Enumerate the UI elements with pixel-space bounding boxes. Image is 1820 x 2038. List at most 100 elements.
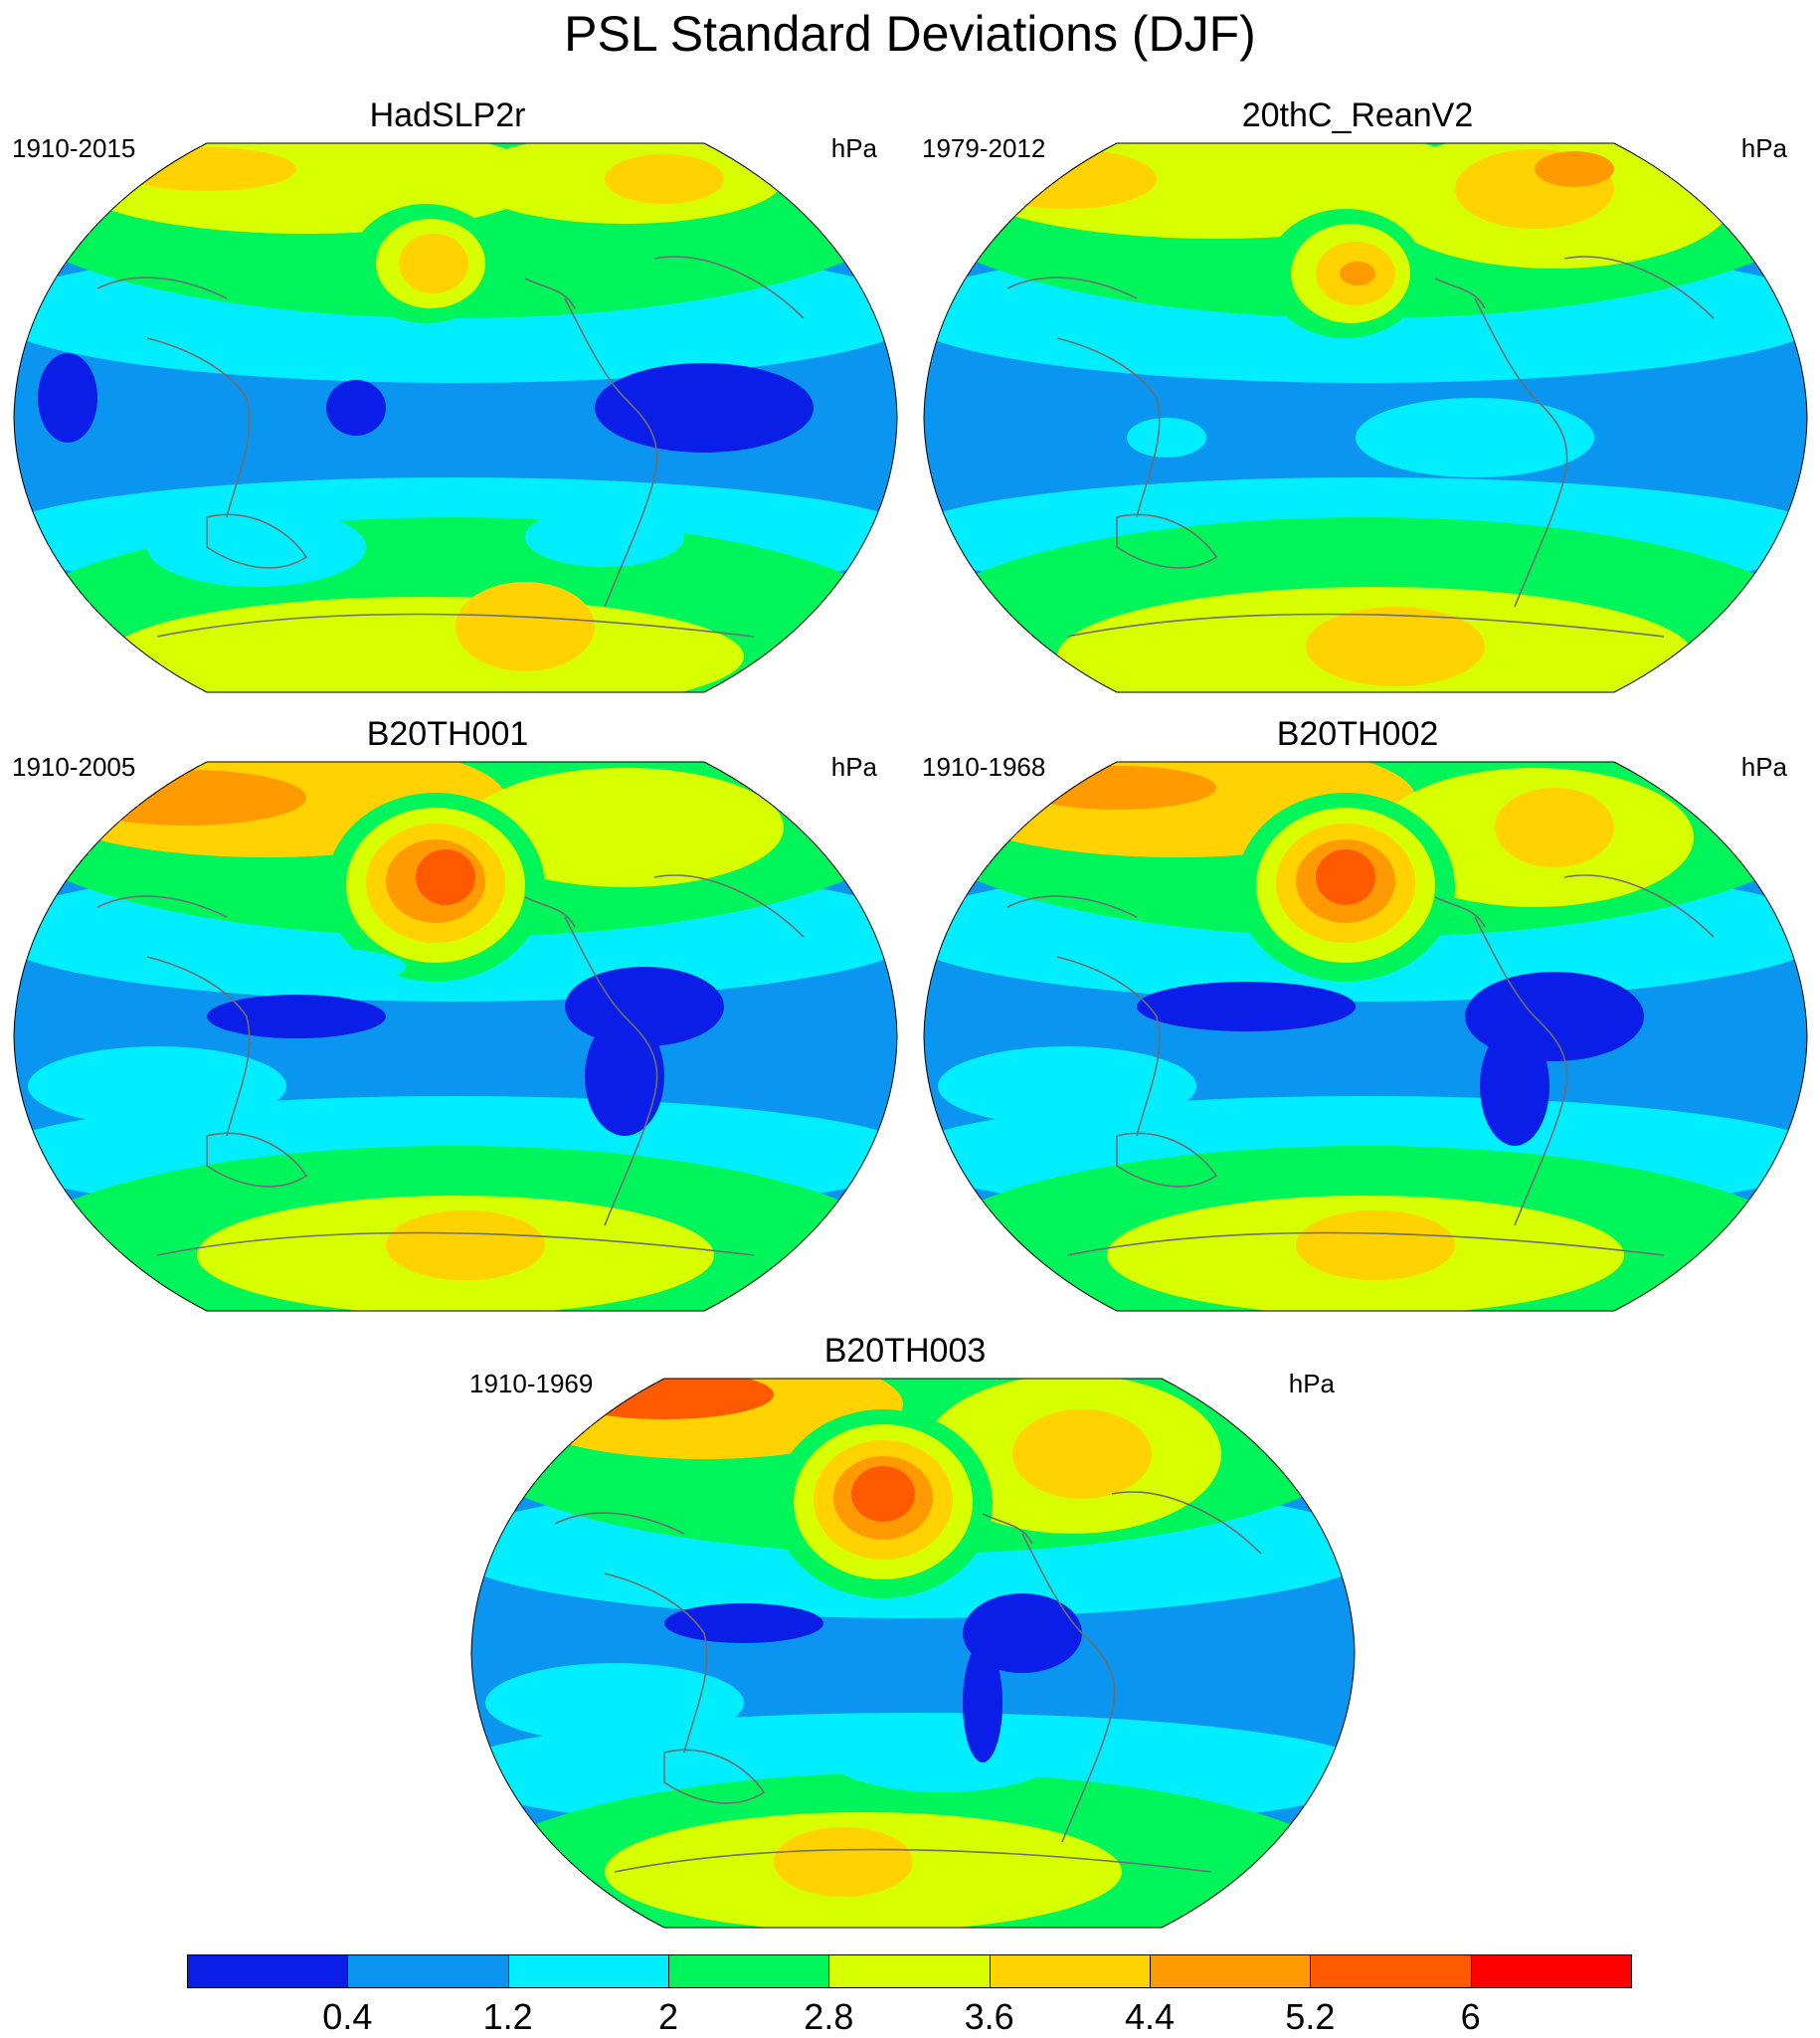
coastline (1066, 613, 1665, 638)
panel-units: hPa (1288, 1369, 1335, 1398)
coastline (1021, 1533, 1116, 1843)
panel-period: 1910-1969 (469, 1369, 594, 1398)
panel-units: hPa (830, 133, 877, 163)
contour-region (386, 1210, 545, 1280)
contour-region (1306, 607, 1485, 686)
contour-region (1356, 398, 1594, 477)
contour-region (455, 582, 595, 671)
contour-region (68, 770, 306, 826)
coastline (663, 1749, 766, 1804)
colorbar (187, 1954, 1632, 1990)
coastline (1056, 956, 1161, 1137)
contour-region (1480, 1026, 1549, 1146)
contour-region (978, 149, 1157, 209)
contour-region (1012, 1409, 1152, 1499)
colorbar-tick-label: 2.8 (804, 1996, 854, 2037)
contour-region (399, 234, 468, 293)
colorbar-box (828, 1954, 991, 1988)
map-outline (13, 761, 898, 1312)
coastline (524, 896, 576, 928)
contour-region (823, 1713, 1062, 1792)
coastline (1434, 896, 1486, 928)
colorbar-tick-label: 6 (1460, 1996, 1481, 2037)
contour-region (1127, 418, 1206, 458)
map-outline (470, 1378, 1356, 1929)
panel-period: 1910-1968 (922, 752, 1046, 782)
panel-units: hPa (1740, 752, 1787, 782)
coastline (564, 297, 658, 608)
contour-region (595, 363, 814, 453)
contour-region (525, 507, 684, 567)
coastline (1474, 297, 1568, 608)
coastline (146, 956, 251, 1137)
world-map (923, 142, 1808, 693)
contour-region (38, 353, 97, 443)
world-map (13, 142, 898, 693)
contour-region (207, 947, 406, 987)
colorbar-box (347, 1954, 509, 1988)
map-panel-b20th001: B20TH001 1910-2005 hPa (0, 714, 898, 1331)
coastline (1563, 256, 1715, 319)
contour-region (605, 154, 724, 204)
contour-region (147, 507, 366, 587)
coastline (653, 874, 805, 938)
contour-region (465, 768, 784, 887)
contour-region (664, 1603, 823, 1643)
contour-region (1316, 849, 1375, 905)
contour-region (774, 1827, 913, 1897)
coastline (1116, 513, 1218, 569)
panel-title: HadSLP2r (369, 96, 526, 134)
colorbar-box (1150, 1954, 1312, 1988)
figure-title: PSL Standard Deviations (DJF) (564, 6, 1256, 62)
coastline (1563, 874, 1715, 938)
map-outline (923, 142, 1808, 693)
panel-title: 20thC_ReanV2 (1241, 96, 1474, 134)
coastline (1434, 278, 1486, 309)
contour-region (1340, 262, 1375, 285)
coastline (96, 895, 228, 918)
map-outline (13, 142, 898, 693)
colorbar-tick-label: 0.4 (322, 1996, 373, 2037)
map-panel-20thc-reanv2: 20thC_ReanV2 1979-2012 hPa (910, 95, 1808, 712)
coastline (1116, 1132, 1218, 1188)
coastline (1006, 277, 1138, 299)
map-panel-hadslp2r: HadSLP2r 1910-2015 hPa (0, 95, 898, 712)
contour-region (117, 147, 296, 191)
coastline (524, 278, 576, 309)
panel-title: B20TH002 (1276, 715, 1439, 753)
colorbar-tick-label: 4.4 (1124, 1996, 1176, 2037)
colorbar-tick-label: 3.6 (964, 1996, 1014, 2037)
colorbar-box (187, 1954, 349, 1988)
panel-title: B20TH001 (366, 715, 529, 753)
map-outline (923, 761, 1808, 1312)
coastline (146, 337, 251, 518)
contour-region (326, 380, 386, 436)
coastline (1111, 1491, 1262, 1555)
contour-region (963, 1643, 1002, 1762)
world-map (470, 1378, 1356, 1929)
coastline (554, 1512, 685, 1535)
colorbar-tick-label: 2 (657, 1996, 679, 2037)
colorbar-box (668, 1954, 830, 1988)
contour-region (851, 1466, 915, 1522)
coastline (1474, 916, 1568, 1226)
coastline (156, 613, 755, 638)
coastline (604, 1573, 708, 1754)
contour-region (207, 995, 386, 1038)
coastline (156, 1231, 755, 1256)
colorbar-tick-label: 5.2 (1285, 1996, 1336, 2037)
contour-region (1137, 982, 1356, 1031)
coastline (653, 256, 805, 319)
colorbar-box (1470, 1954, 1632, 1988)
world-map (13, 761, 898, 1312)
panel-period: 1910-2005 (12, 752, 136, 782)
contour-region (416, 849, 475, 905)
contour-region (1017, 766, 1216, 810)
contour-region (1495, 788, 1614, 867)
contour-region (1535, 151, 1614, 187)
panel-units: hPa (1740, 133, 1787, 163)
contour-region (485, 1663, 744, 1743)
contour-region (28, 1046, 286, 1126)
panel-units: hPa (830, 752, 877, 782)
colorbar-tick-label: 1.2 (482, 1996, 533, 2037)
